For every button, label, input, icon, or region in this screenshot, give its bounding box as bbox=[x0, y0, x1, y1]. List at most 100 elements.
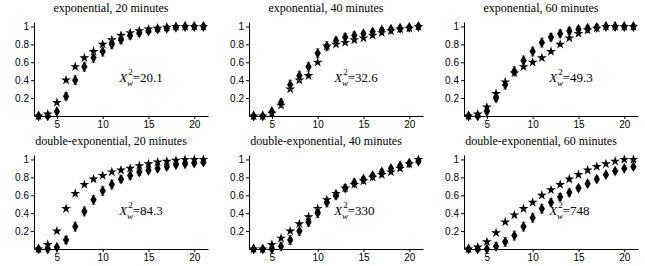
series bbox=[35, 21, 206, 121]
point bbox=[61, 204, 71, 213]
plot-area bbox=[34, 154, 209, 254]
point bbox=[285, 226, 295, 235]
y-axis: 0.20.40.60.81 bbox=[15, 154, 34, 249]
y-tick-mark bbox=[31, 26, 34, 27]
x-tick: 10 bbox=[313, 249, 325, 263]
point bbox=[72, 221, 78, 232]
x-axis-line bbox=[35, 116, 209, 117]
x-axis: 5101520 bbox=[465, 249, 639, 263]
y-tick-mark bbox=[246, 62, 249, 63]
y-tick-label: 0.6 bbox=[445, 57, 459, 68]
y-tick-label: 0.2 bbox=[230, 93, 244, 104]
y-tick-mark bbox=[31, 98, 34, 99]
y-tick: 1 bbox=[238, 154, 249, 165]
y-axis: 0.20.40.60.81 bbox=[15, 21, 34, 116]
point bbox=[136, 167, 142, 178]
y-tick: 0.4 bbox=[230, 208, 249, 219]
y-tick-label: 0.8 bbox=[230, 172, 244, 183]
point bbox=[333, 190, 339, 201]
series bbox=[249, 21, 424, 120]
point bbox=[296, 70, 302, 81]
point bbox=[379, 167, 385, 178]
point bbox=[537, 190, 547, 199]
x-tick-label: 15 bbox=[573, 252, 585, 263]
y-tick-mark bbox=[461, 213, 464, 214]
point bbox=[566, 187, 572, 198]
point bbox=[278, 241, 284, 252]
point bbox=[200, 21, 206, 32]
y-tick-mark bbox=[31, 62, 34, 63]
title: exponential, 40 minutes bbox=[269, 1, 384, 15]
y-tick-mark bbox=[246, 159, 249, 160]
series bbox=[250, 156, 421, 254]
x-tick: 20 bbox=[404, 249, 416, 263]
point bbox=[182, 21, 188, 32]
point bbox=[81, 61, 87, 72]
point bbox=[388, 163, 394, 174]
point bbox=[566, 26, 572, 37]
y-tick: 0.2 bbox=[445, 226, 464, 237]
point bbox=[182, 159, 188, 170]
y-tick-mark bbox=[461, 26, 464, 27]
point bbox=[584, 23, 590, 34]
point bbox=[191, 21, 197, 32]
point bbox=[612, 21, 618, 32]
point bbox=[118, 34, 124, 45]
y-axis: 0.20.40.60.81 bbox=[230, 21, 249, 116]
point bbox=[557, 28, 563, 39]
x-tick-label: 15 bbox=[143, 119, 155, 130]
y-tick: 1 bbox=[453, 154, 464, 165]
y-tick-mark bbox=[246, 26, 249, 27]
point bbox=[603, 169, 609, 180]
point bbox=[621, 163, 627, 174]
point bbox=[592, 161, 602, 170]
y-tick: 0.6 bbox=[445, 57, 464, 68]
point bbox=[136, 27, 142, 38]
y-axis-line bbox=[34, 23, 35, 117]
x-tick-label: 15 bbox=[143, 252, 155, 263]
y-tick-label: 1 bbox=[23, 21, 29, 32]
x-tick: 5 bbox=[270, 116, 276, 130]
y-tick: 1 bbox=[23, 154, 34, 165]
y-axis-line bbox=[464, 23, 465, 117]
x-tick-label: 15 bbox=[358, 252, 370, 263]
point bbox=[191, 158, 197, 169]
point bbox=[260, 111, 266, 121]
x-tick-label: 5 bbox=[270, 119, 276, 130]
x-axis-line bbox=[465, 249, 639, 250]
x-tick: 5 bbox=[485, 116, 491, 130]
point bbox=[509, 210, 519, 219]
y-tick-label: 1 bbox=[238, 21, 244, 32]
point bbox=[154, 163, 160, 174]
x-tick-label: 10 bbox=[313, 119, 325, 130]
x-tick: 15 bbox=[143, 116, 155, 130]
y-tick: 0.8 bbox=[445, 172, 464, 183]
point bbox=[315, 208, 321, 219]
point bbox=[70, 188, 80, 197]
x-axis: 5101520 bbox=[35, 249, 209, 263]
point bbox=[287, 235, 293, 246]
title: exponential, 20 minutes bbox=[54, 1, 169, 15]
x-tick-label: 10 bbox=[528, 252, 540, 263]
point bbox=[584, 178, 590, 189]
x-axis-line bbox=[250, 249, 424, 250]
point bbox=[528, 197, 538, 206]
point bbox=[305, 61, 311, 72]
point bbox=[333, 35, 339, 46]
y-tick: 0.4 bbox=[445, 75, 464, 86]
point bbox=[502, 236, 508, 247]
panel: exponential, 20 minutes51015200.20.40.60… bbox=[15, 1, 208, 130]
x-tick-label: 20 bbox=[189, 119, 201, 130]
point bbox=[397, 23, 403, 34]
y-tick: 0.6 bbox=[15, 57, 34, 68]
point bbox=[54, 106, 60, 117]
point bbox=[415, 21, 421, 32]
point bbox=[250, 244, 256, 254]
point bbox=[502, 79, 508, 90]
y-tick-mark bbox=[461, 80, 464, 81]
y-tick-label: 0.4 bbox=[230, 208, 244, 219]
point bbox=[145, 165, 151, 176]
point bbox=[70, 62, 80, 71]
point bbox=[500, 217, 510, 226]
y-tick: 0.6 bbox=[230, 190, 249, 201]
